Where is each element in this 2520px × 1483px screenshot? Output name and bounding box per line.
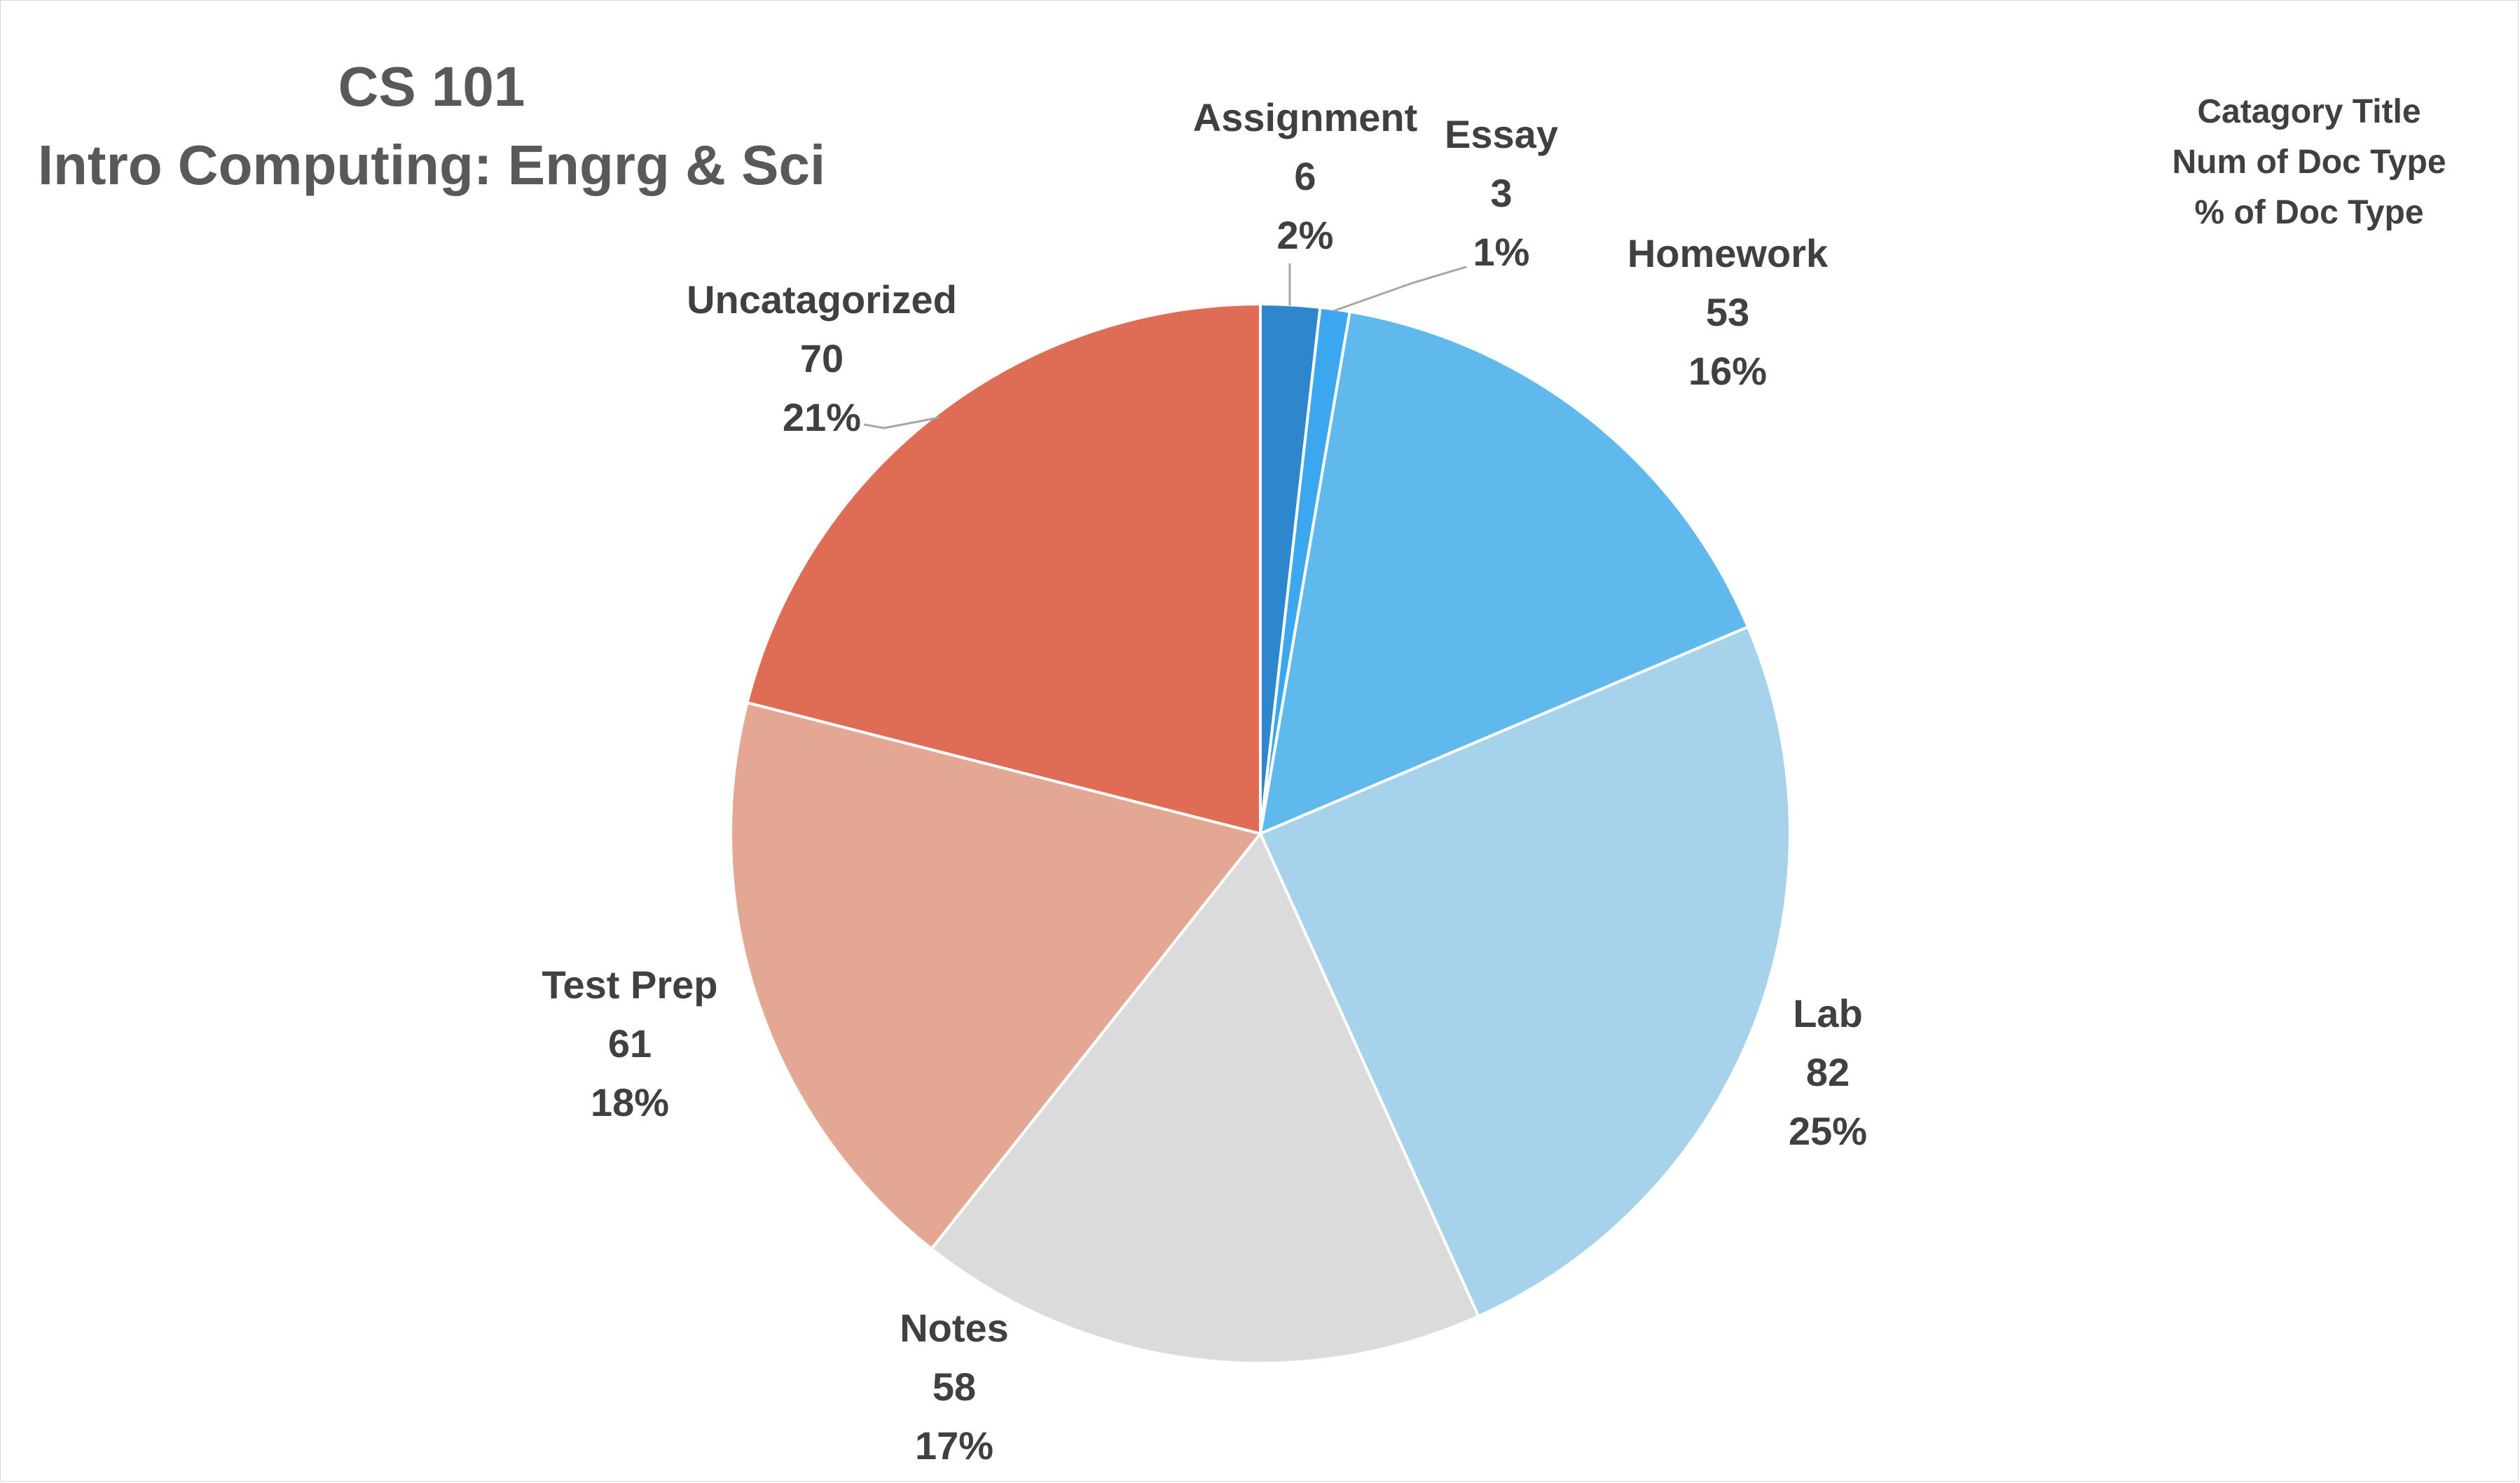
data-label-homework-count: 53 <box>1706 290 1749 334</box>
chart-title: CS 101 Intro Computing: Engrg & Sci <box>38 55 825 196</box>
legend-note-line-1: Catagory Title <box>2197 93 2421 130</box>
data-label-test-prep-name: Test Prep <box>542 963 717 1007</box>
data-label-notes-percent: 17% <box>915 1423 993 1468</box>
chart-title-line-2: Intro Computing: Engrg & Sci <box>38 134 825 196</box>
data-label-assignment-percent: 2% <box>1277 213 1334 257</box>
data-label-test-prep-count: 61 <box>608 1021 652 1065</box>
pie-slice-lab <box>1258 625 1791 1318</box>
data-label-lab-count: 82 <box>1806 1050 1850 1094</box>
legend-note-line-3: % of Doc Type <box>2194 194 2423 231</box>
data-label-assignment-name: Assignment <box>1193 95 1418 139</box>
pie-slice-notes <box>929 831 1481 1365</box>
pie-slice-uncatagorized <box>745 302 1262 836</box>
data-label-lab-percent: 25% <box>1789 1109 1867 1153</box>
pie-slices <box>729 302 1791 1365</box>
legend-note-line-2: Num of Doc Type <box>2172 144 2446 181</box>
pie-slice-homework <box>1258 310 1750 836</box>
data-label-homework-percent: 16% <box>1688 349 1767 393</box>
chart-title-line-1: CS 101 <box>338 55 525 118</box>
data-label-essay-count: 3 <box>1490 171 1512 215</box>
data-label-lab-name: Lab <box>1793 991 1863 1035</box>
data-label-notes-name: Notes <box>900 1306 1009 1350</box>
data-label-uncatagorized-name: Uncatagorized <box>687 277 957 322</box>
leader-line-essay <box>1333 265 1467 312</box>
pie-slice-test-prep <box>729 701 1263 1251</box>
data-label-essay-percent: 1% <box>1473 230 1530 274</box>
data-label-essay-name: Essay <box>1445 112 1558 156</box>
data-label-notes-count: 58 <box>932 1365 976 1409</box>
data-label-assignment-count: 6 <box>1294 154 1316 198</box>
legend-note: Catagory Title Num of Doc Type % of Doc … <box>2172 93 2446 231</box>
leader-lines <box>863 263 1467 429</box>
data-label-test-prep-percent: 18% <box>591 1080 669 1124</box>
data-label-uncatagorized-count: 70 <box>800 336 844 380</box>
data-label-uncatagorized-percent: 21% <box>783 395 861 439</box>
data-label-homework-name: Homework <box>1627 231 1829 275</box>
data-labels: Assignment 6 2% Essay 3 1% Homework 53 16% Lab 82 2… <box>542 95 1867 1468</box>
leader-line-uncatagorized <box>863 416 940 429</box>
